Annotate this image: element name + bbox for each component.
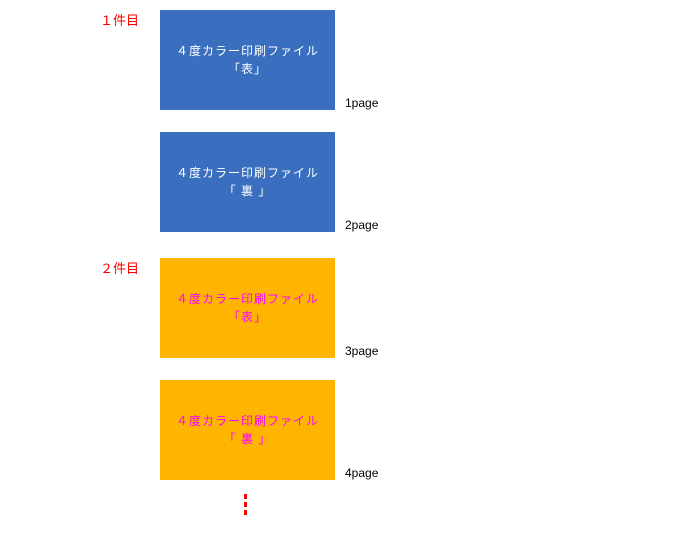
group-label-2: ２件目 [100,258,139,277]
ellipsis-icon [244,494,247,515]
group-label-1: １件目 [100,10,139,29]
page-label-1: 1page [345,96,378,110]
card-2: ４度カラー印刷ファイル 「 裏 」 [160,132,335,232]
page-label-4: 4page [345,466,378,480]
card-3-line2: 「表」 [228,308,267,326]
card-4: ４度カラー印刷ファイル 「 裏 」 [160,380,335,480]
card-1-line2: 「表」 [228,60,267,78]
card-3-line1: ４度カラー印刷ファイル [176,290,319,308]
card-2-line2: 「 裏 」 [224,182,272,200]
card-2-line1: ４度カラー印刷ファイル [176,164,319,182]
card-4-line1: ４度カラー印刷ファイル [176,412,319,430]
page-label-2: 2page [345,218,378,232]
page-label-3: 3page [345,344,378,358]
card-4-line2: 「 裏 」 [224,430,272,448]
card-1: ４度カラー印刷ファイル 「表」 [160,10,335,110]
card-3: ４度カラー印刷ファイル 「表」 [160,258,335,358]
card-1-line1: ４度カラー印刷ファイル [176,42,319,60]
